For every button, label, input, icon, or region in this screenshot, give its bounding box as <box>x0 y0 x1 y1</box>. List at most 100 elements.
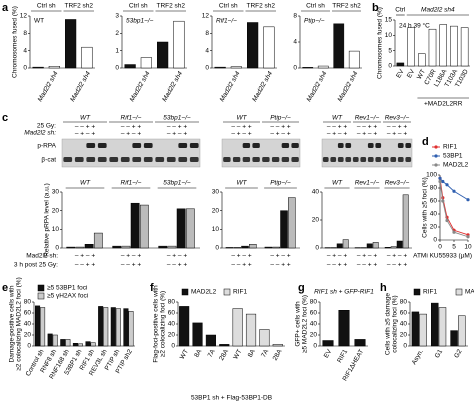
chart-title: RIF1 sh + GFP-RIF1 <box>314 289 374 296</box>
panel-letter: f <box>150 282 154 294</box>
y-axis-label: Cells with ≥5 foci (%) <box>422 177 429 238</box>
panel-letter: d <box>422 136 429 148</box>
chart-title: Rif1−/− <box>216 18 237 25</box>
bar <box>247 22 259 69</box>
condition-signs: – + – + <box>327 253 347 260</box>
bar <box>115 308 121 347</box>
band <box>352 157 359 162</box>
condition-signs: – – + + <box>327 262 347 269</box>
category-label: Asyn. <box>411 348 425 366</box>
band <box>375 143 382 148</box>
chart-title: Ptip−/− <box>304 18 325 25</box>
bar <box>65 19 77 69</box>
category-label: 7A <box>260 348 270 359</box>
legend-label: ≥5 53BP1 foci <box>47 285 87 292</box>
category-label: WT <box>236 180 247 187</box>
bar <box>72 343 78 347</box>
y-tick-label: 60 <box>168 310 176 317</box>
legend-swatch <box>223 288 231 296</box>
band <box>242 143 251 148</box>
bar <box>205 334 216 347</box>
band <box>155 157 165 162</box>
y-tick-label: 80 <box>310 299 318 306</box>
y-tick-label: 10 <box>52 226 60 233</box>
band <box>375 157 382 162</box>
legend-label: 53BP1 <box>443 153 463 160</box>
band <box>223 157 231 162</box>
condition-label: 3 h post 25 Gy: <box>14 262 58 269</box>
condition-signs: – – + + <box>75 262 95 269</box>
y-tick-label: 60 <box>310 310 318 317</box>
lane-signs: – – + + <box>270 124 290 131</box>
bar <box>450 25 458 67</box>
lane-signs: – – + + <box>327 124 347 131</box>
point <box>445 218 449 223</box>
bar <box>407 27 415 67</box>
genotype-label: Ptip−/− <box>270 115 291 122</box>
bar <box>439 24 447 67</box>
category-label: EV <box>406 68 417 80</box>
band <box>322 157 329 162</box>
y-tick-label: 4 <box>23 47 27 54</box>
bar <box>348 50 360 69</box>
band <box>143 157 153 162</box>
band <box>330 157 337 162</box>
panel-letter: g <box>298 282 305 294</box>
band <box>291 143 299 148</box>
category-label: Mad2l2 sh4 <box>161 70 184 103</box>
y-tick-label: 0 <box>115 65 119 72</box>
panel-letter: c <box>2 112 8 124</box>
group-label: Mad2l2 sh4 <box>421 7 455 14</box>
y-tick-label: 2 <box>115 30 119 37</box>
bar <box>338 310 350 347</box>
lane-signs: – + – + <box>121 131 141 138</box>
y-tick-label: 40 <box>168 321 176 328</box>
bar <box>157 41 169 69</box>
genotype-label: Rif1−/− <box>121 115 142 122</box>
bar <box>167 245 177 249</box>
lane-signs: – + – + <box>167 131 187 138</box>
category-label: G1 <box>434 348 445 359</box>
condition-signs: – + – + <box>75 253 95 260</box>
condition-signs: – – + + <box>231 262 251 269</box>
bar <box>214 66 226 69</box>
row-label: p-RPA <box>37 143 56 150</box>
bar <box>65 339 71 347</box>
lane-signs: – + – + <box>231 131 251 138</box>
band <box>367 157 374 162</box>
y-tick-label: 20 <box>52 207 60 214</box>
bar <box>333 23 345 69</box>
y-axis-label: Chromosomes fused (%) <box>12 6 19 78</box>
bar <box>185 208 195 249</box>
y-tick-label: 0 <box>215 245 219 252</box>
y-tick-label: 3 <box>115 13 119 20</box>
bar <box>419 313 427 347</box>
bar <box>450 330 458 347</box>
group-label: TRF2 sh2 <box>156 3 185 10</box>
legend-label: MAD2L2 <box>465 289 474 296</box>
bar <box>241 245 249 249</box>
bar <box>460 27 469 67</box>
y-tick-label: 40 <box>430 211 438 218</box>
genotype-label: Rev3−/− <box>385 115 410 122</box>
bar <box>32 66 44 69</box>
y-axis-label: ≥2 colocalizing foci (%) <box>160 291 167 357</box>
band <box>132 143 142 148</box>
band <box>345 157 352 162</box>
group-label: Ctrl sh <box>129 3 148 10</box>
bar <box>396 240 403 249</box>
bar <box>402 194 409 249</box>
category-label: Mad2l2 sh4 <box>37 70 60 103</box>
y-tick-label: 20 <box>310 332 318 339</box>
bar <box>366 243 373 249</box>
x-axis-label: ATMi KU55933 (µM) <box>413 253 472 260</box>
group-label: Ctrl sh <box>219 3 238 10</box>
bar <box>272 344 283 347</box>
condition-signs: – + – + <box>231 253 251 260</box>
category-label: Ptip−/− <box>270 180 291 187</box>
x-tick-label: 10 <box>464 244 472 251</box>
y-tick-label: 15 <box>385 17 393 24</box>
y-tick-label: 40 <box>400 321 408 328</box>
category-label: EV <box>323 348 334 360</box>
